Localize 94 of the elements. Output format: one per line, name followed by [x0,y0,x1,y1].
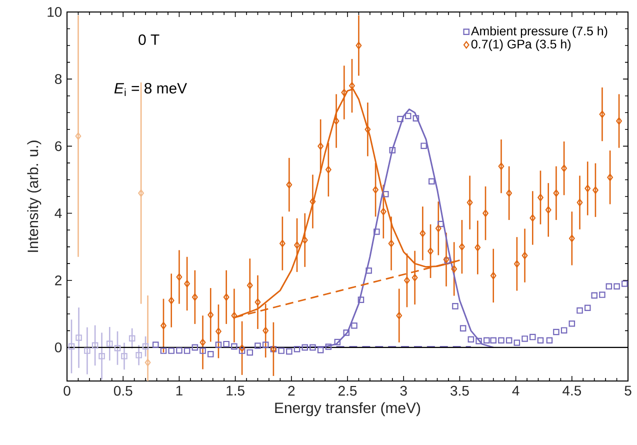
x-tick-label: 0 [64,386,70,396]
point [396,312,402,320]
point [92,342,98,349]
point [216,328,222,336]
point [142,343,149,350]
point [616,117,622,125]
point [576,198,583,206]
point [380,208,386,216]
point [490,272,496,280]
point [435,224,442,232]
point [75,132,82,140]
legend-label: 0.7(1) GPa (3.5 h) [471,39,571,51]
point [584,184,591,192]
annotation: 0 T [138,34,160,45]
point [372,186,378,194]
x-tick-label: 4 [512,386,520,396]
point [128,335,136,342]
x-axis-title: Energy transfer (meV) [275,402,420,416]
point [561,164,567,172]
point [514,260,520,268]
x-tick-label: 5 [624,386,632,396]
point [530,214,536,222]
point [592,186,598,194]
point [106,340,113,347]
point [76,334,82,341]
point [474,244,481,252]
x-tick-label: 4.5 [562,386,582,396]
point [599,110,606,118]
point [176,273,182,281]
point [482,210,488,217]
point [333,117,340,125]
point [428,247,434,255]
x-tick-label: 1.5 [226,386,244,396]
y-tick-label: 6 [55,141,62,152]
point [98,353,105,360]
x-tick-label: 3.5 [450,386,469,396]
annotation: E$_{i}$ = 8 meV [114,82,187,96]
point [136,352,142,358]
point [607,174,613,182]
point [200,338,206,346]
point [286,181,292,188]
legend-label: Ambient pressure (7.5 h) [470,26,608,38]
point [192,293,198,301]
y-tick-label: 2 [55,275,62,286]
point [208,311,214,319]
point [302,236,308,244]
point [553,189,560,197]
point [388,240,394,248]
point [160,322,166,330]
point [262,326,269,334]
point [144,358,151,366]
point [84,348,90,354]
point [239,344,245,352]
point [168,296,174,304]
point [279,240,286,248]
point [184,280,190,288]
point [294,241,300,249]
y-tick-label: 0 [54,342,62,352]
x-tick-label: 2.5 [338,386,357,396]
x-tick-label: 1 [176,386,182,396]
point [356,42,362,50]
point [412,274,418,282]
point [451,265,458,273]
point [310,198,316,206]
point [459,243,465,251]
point [223,293,230,301]
point [349,82,355,90]
point [254,298,261,306]
point [420,230,426,238]
y-tick-label: 4 [54,208,62,218]
point [325,166,332,174]
point [522,252,528,260]
point [341,88,348,96]
y-tick-label: 8 [55,74,62,84]
point [364,126,371,134]
y-axis-title: Intensity (arb. u.) [27,140,42,252]
point [568,234,575,242]
point [246,282,253,290]
point [121,353,128,360]
x-tick-label: 0.5 [114,386,132,396]
point [506,189,512,197]
point [545,206,552,214]
point [68,343,75,350]
point [466,198,473,206]
point [404,276,410,284]
point [114,344,121,352]
point [538,194,544,202]
point [318,142,324,150]
point [231,312,238,320]
point [498,162,504,170]
y-tick-label: 10 [48,7,62,17]
x-tick-label: 3 [400,386,407,396]
point [138,189,144,197]
x-tick-label: 2 [288,386,295,396]
